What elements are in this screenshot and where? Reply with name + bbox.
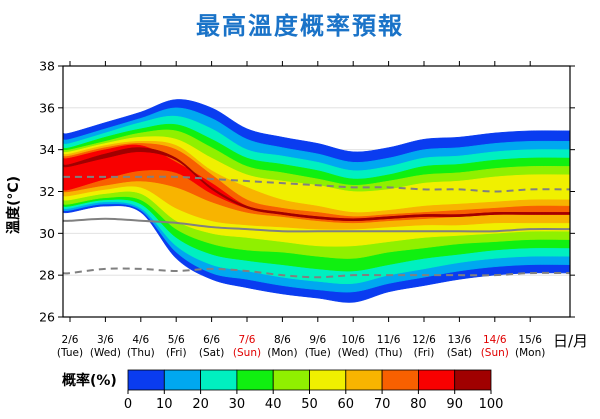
legend-tick-label: 90	[446, 397, 463, 412]
x-tick-date: 9/6	[309, 334, 326, 346]
x-tick-day: (Tue)	[305, 347, 331, 359]
legend-swatch	[381, 369, 419, 391]
y-tick-label: 34	[39, 142, 55, 157]
legend-tick-label: 10	[156, 397, 173, 412]
legend-swatch	[417, 369, 456, 391]
x-axis: 2/6(Tue)3/6(Wed)4/6(Thu)5/6(Fri)6/6(Sat)…	[57, 61, 545, 359]
legend-tick-label: 20	[192, 397, 209, 412]
y-tick-label: 26	[39, 310, 55, 325]
band-70-80	[63, 143, 570, 224]
legend-tick-label: 40	[265, 397, 282, 412]
y-tick-label: 38	[39, 59, 55, 74]
y-axis-label: 溫度(°C)	[5, 176, 22, 234]
x-tick-date: 14/6	[483, 334, 507, 346]
x-tick-day: (Tue)	[57, 347, 83, 359]
legend-swatch	[163, 369, 202, 391]
x-tick-date: 15/6	[518, 334, 542, 346]
x-tick-day: (Thu)	[127, 347, 155, 359]
x-tick-day: (Wed)	[338, 347, 369, 359]
x-tick-day: (Sat)	[447, 347, 472, 359]
legend-swatch	[345, 369, 383, 391]
y-axis: 26 28 30 32 34 36 38	[39, 59, 575, 325]
x-tick-date: 3/6	[97, 334, 114, 346]
legend-swatch	[309, 369, 347, 391]
x-tick-day: (Fri)	[166, 347, 187, 359]
legend-tick-label: 50	[301, 397, 318, 412]
legend-swatch	[272, 369, 310, 391]
x-tick-date: 7/6	[239, 334, 256, 346]
legend-tick-label: 0	[124, 397, 132, 412]
x-tick-day: (Thu)	[375, 347, 403, 359]
probability-bands	[63, 99, 570, 303]
dashed-line-2	[63, 267, 570, 279]
legend-tick-label: 80	[410, 397, 427, 412]
x-tick-day: (Sun)	[481, 347, 509, 359]
legend-swatch	[236, 369, 274, 391]
x-tick-date: 11/6	[377, 334, 401, 346]
legend-title: 概率(%)	[62, 372, 117, 389]
x-tick-date: 4/6	[132, 334, 149, 346]
band-90-100	[63, 147, 570, 222]
solid-line-1	[63, 217, 570, 233]
legend-tick-label: 60	[338, 397, 355, 412]
x-tick-date: 6/6	[203, 334, 220, 346]
legend-tick-label: 70	[374, 397, 391, 412]
legend-tick-label: 30	[229, 397, 246, 412]
x-tick-date: 5/6	[168, 334, 185, 346]
x-tick-day: (Sun)	[233, 347, 261, 359]
legend-swatch	[200, 369, 238, 391]
legend-tick-label: 100	[479, 397, 504, 412]
x-tick-date: 10/6	[341, 334, 365, 346]
legend-swatch	[127, 369, 165, 391]
x-tick-date: 12/6	[412, 334, 436, 346]
x-tick-day: (Mon)	[267, 347, 297, 359]
x-tick-day: (Fri)	[414, 347, 435, 359]
chart-title: 最高溫度概率預報	[196, 12, 404, 40]
dashed-line-0	[63, 175, 570, 193]
y-tick-label: 32	[39, 184, 55, 199]
x-tick-date: 2/6	[62, 334, 79, 346]
x-tick-date: 8/6	[274, 334, 291, 346]
legend: 概率(%) 0 10 20 30 40 50 60 70 80 90 100	[62, 369, 504, 412]
x-tick-day: (Sat)	[199, 347, 224, 359]
y-tick-label: 36	[39, 100, 55, 115]
y-tick-label: 28	[39, 268, 55, 283]
legend-swatch	[454, 369, 492, 391]
x-tick-day: (Mon)	[515, 347, 545, 359]
reference-lines	[63, 175, 570, 279]
x-tick-date: 13/6	[448, 334, 472, 346]
x-axis-label: 日/月	[553, 332, 588, 350]
x-tick-day: (Wed)	[90, 347, 121, 359]
y-tick-label: 30	[39, 226, 55, 241]
